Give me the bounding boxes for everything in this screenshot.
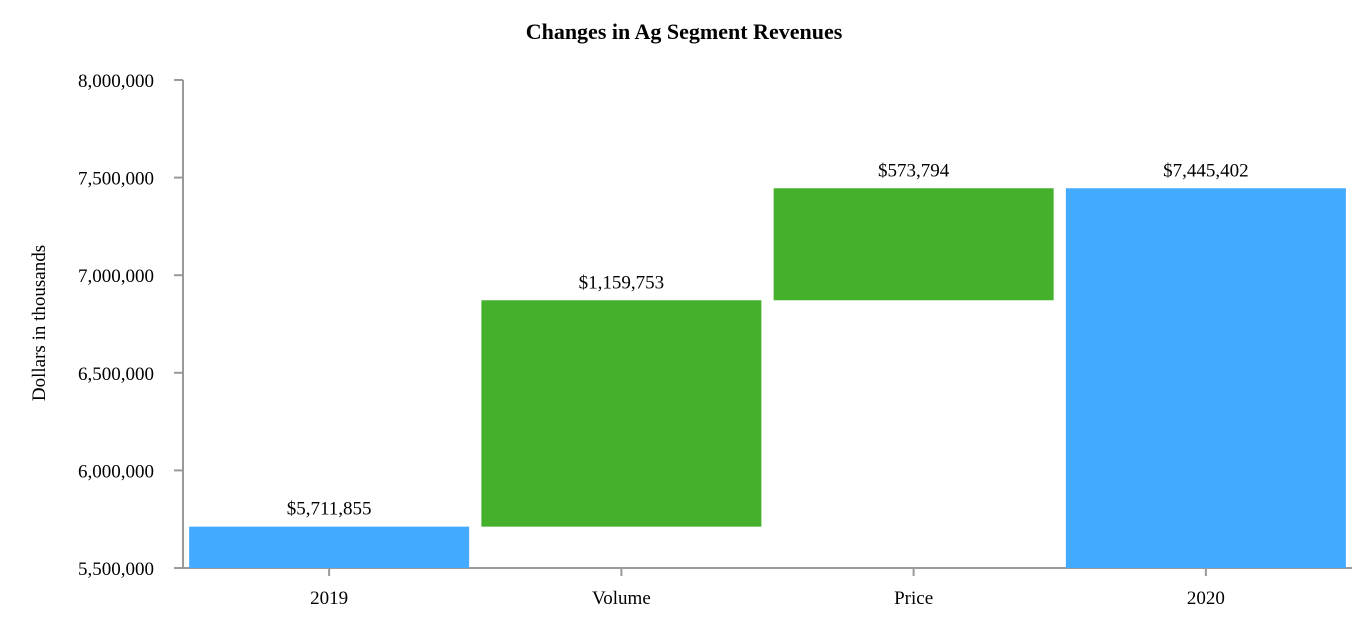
y-tick-label: 8,000,000	[78, 71, 154, 92]
data-label-price: $573,794	[878, 160, 950, 181]
y-tick-label: 6,500,000	[78, 364, 154, 385]
x-tick-label: 2019	[310, 588, 348, 609]
bar-2019	[189, 526, 470, 568]
chart-title: Changes in Ag Segment Revenues	[526, 19, 843, 44]
bars-group	[189, 188, 1346, 569]
x-tick-label: Price	[894, 588, 933, 609]
bar-2020	[1065, 188, 1346, 569]
bar-price	[773, 188, 1054, 301]
y-axis: 5,500,000 6,000,000 6,500,000 7,000,000 7,50…	[78, 71, 184, 580]
data-label-2020: $7,445,402	[1163, 160, 1249, 181]
data-labels-group: $5,711,855 $1,159,753 $573,794 $7,445,402	[287, 160, 1249, 519]
data-label-2019: $5,711,855	[287, 499, 372, 520]
x-axis: 2019 Volume Price 2020	[174, 567, 1352, 609]
y-tick-label: 7,000,000	[78, 266, 154, 287]
bar-volume	[481, 300, 762, 527]
x-tick-label: Volume	[592, 588, 651, 609]
y-tick-label: 6,000,000	[78, 461, 154, 482]
data-label-volume: $1,159,753	[579, 272, 665, 293]
y-tick-label: 5,500,000	[78, 559, 154, 580]
y-tick-label: 7,500,000	[78, 169, 154, 190]
y-axis-label: Dollars in thousands	[29, 245, 50, 401]
x-tick-label: 2020	[1187, 588, 1225, 609]
